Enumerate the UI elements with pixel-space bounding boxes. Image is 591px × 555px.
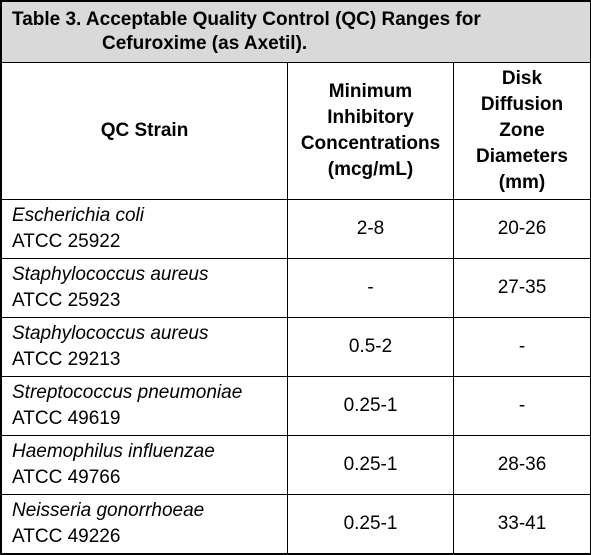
header-mic-line: Minimum: [328, 81, 413, 102]
atcc-number: ATCC 49226: [12, 526, 121, 547]
table-title-line-1: Table 3. Acceptable Quality Control (QC)…: [12, 9, 481, 30]
mic-range: 2-8: [287, 199, 454, 259]
header-disk-line: Diffusion: [480, 94, 564, 115]
atcc-number: ATCC 49766: [12, 467, 121, 488]
header-disk-line: Zone: [499, 120, 545, 141]
disk-range: -: [453, 376, 591, 436]
mic-range: 0.5-2: [287, 317, 454, 377]
table-row: Escherichia coli ATCC 25922 2-8 20-26: [1, 199, 591, 259]
organism-name: Neisseria gonorrhoeae: [12, 500, 205, 521]
atcc-number: ATCC 29213: [12, 349, 121, 370]
disk-range: 28-36: [453, 435, 591, 495]
strain-cell: Neisseria gonorrhoeae ATCC 49226: [1, 494, 288, 554]
organism-name: Streptococcus pneumoniae: [12, 382, 243, 403]
table-title-line-2: Cefuroxime (as Axetil).: [102, 33, 308, 54]
mic-range: -: [287, 258, 454, 318]
table-row: Haemophilus influenzae ATCC 49766 0.25-1…: [1, 435, 591, 495]
strain-cell: Escherichia coli ATCC 25922: [1, 199, 288, 259]
header-qc-strain-label: QC Strain: [100, 120, 189, 141]
table-row: Neisseria gonorrhoeae ATCC 49226 0.25-1 …: [1, 494, 591, 554]
strain-cell: Staphylococcus aureus ATCC 25923: [1, 258, 288, 318]
atcc-number: ATCC 49619: [12, 408, 121, 429]
organism-name: Staphylococcus aureus: [12, 264, 209, 285]
header-mic-line: (mcg/mL): [327, 159, 414, 180]
disk-range: -: [453, 317, 591, 377]
organism-name: Staphylococcus aureus: [12, 323, 209, 344]
disk-range: 33-41: [453, 494, 591, 554]
header-mic-line: Inhibitory: [327, 107, 414, 128]
table-title-row: Table 3. Acceptable Quality Control (QC)…: [1, 1, 591, 63]
strain-cell: Haemophilus influenzae ATCC 49766: [1, 435, 288, 495]
table-title: Table 3. Acceptable Quality Control (QC)…: [1, 1, 591, 63]
table-row: Streptococcus pneumoniae ATCC 49619 0.25…: [1, 376, 591, 436]
mic-range: 0.25-1: [287, 435, 454, 495]
header-mic: Minimum Inhibitory Concentrations (mcg/m…: [287, 62, 454, 200]
mic-range: 0.25-1: [287, 376, 454, 436]
organism-name: Haemophilus influenzae: [12, 441, 215, 462]
table-row: Staphylococcus aureus ATCC 25923 - 27-35: [1, 258, 591, 318]
header-disk-diffusion: Disk Diffusion Zone Diameters (mm): [453, 62, 591, 200]
header-disk-line: (mm): [498, 172, 546, 193]
disk-range: 20-26: [453, 199, 591, 259]
header-disk-line: Diameters: [476, 146, 568, 167]
header-row: QC Strain Minimum Inhibitory Concentrati…: [1, 62, 591, 200]
table-row: Staphylococcus aureus ATCC 29213 0.5-2 -: [1, 317, 591, 377]
organism-name: Escherichia coli: [12, 205, 144, 226]
strain-cell: Streptococcus pneumoniae ATCC 49619: [1, 376, 288, 436]
mic-range: 0.25-1: [287, 494, 454, 554]
atcc-number: ATCC 25923: [12, 290, 121, 311]
header-mic-line: Concentrations: [300, 133, 441, 154]
strain-cell: Staphylococcus aureus ATCC 29213: [1, 317, 288, 377]
disk-range: 27-35: [453, 258, 591, 318]
header-disk-line: Disk: [501, 68, 543, 89]
atcc-number: ATCC 25922: [12, 231, 121, 252]
header-qc-strain: QC Strain: [1, 62, 288, 200]
